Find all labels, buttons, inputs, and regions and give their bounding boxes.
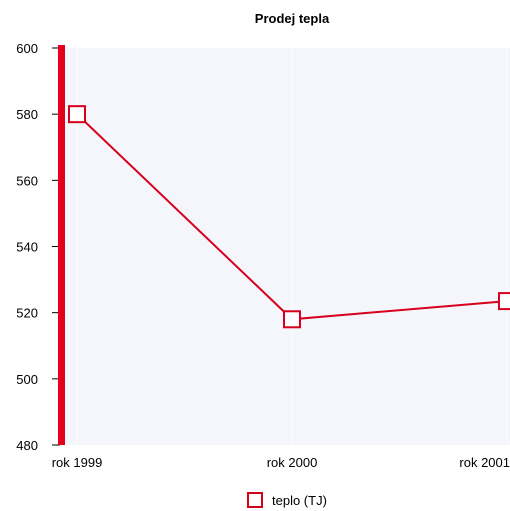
y-tick-label: 600 <box>16 41 38 56</box>
y-tick-label: 540 <box>16 240 38 255</box>
legend: teplo (TJ) <box>247 492 327 508</box>
y-axis-line <box>58 45 65 445</box>
data-point-marker <box>283 310 301 329</box>
data-point-marker <box>68 105 86 124</box>
series-markers <box>68 105 510 329</box>
legend-swatch <box>247 492 263 508</box>
y-tick-label: 500 <box>16 372 38 387</box>
legend-label: teplo (TJ) <box>272 493 327 508</box>
x-tick-label: rok 2000 <box>267 455 318 470</box>
y-tick-label: 580 <box>16 107 38 122</box>
y-tick-label: 480 <box>16 438 38 453</box>
y-tick-label: 520 <box>16 306 38 321</box>
y-tick-label: 560 <box>16 173 38 188</box>
x-tick-label: rok 2001 <box>459 455 510 470</box>
data-point-marker <box>498 292 510 311</box>
chart-title: Prodej tepla <box>255 11 330 26</box>
plot-area <box>62 48 510 445</box>
x-axis-labels: rok 1999 rok 2000 rok 2001 <box>52 455 510 470</box>
x-tick-label: rok 1999 <box>52 455 103 470</box>
y-axis-ticks: 480 500 520 540 560 580 600 <box>16 41 60 453</box>
